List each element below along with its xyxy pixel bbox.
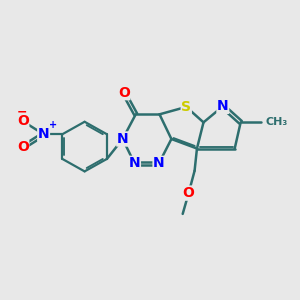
Text: O: O (183, 186, 195, 200)
Text: −: − (16, 106, 27, 119)
Text: O: O (17, 140, 29, 154)
Text: +: + (49, 120, 57, 130)
Text: N: N (217, 99, 229, 113)
Text: S: S (181, 100, 191, 114)
Text: N: N (117, 132, 128, 146)
Text: N: N (153, 156, 165, 170)
Text: O: O (118, 85, 130, 100)
Text: N: N (38, 127, 50, 141)
Text: O: O (17, 114, 29, 128)
Text: CH₃: CH₃ (265, 117, 287, 128)
Text: N: N (129, 156, 140, 170)
